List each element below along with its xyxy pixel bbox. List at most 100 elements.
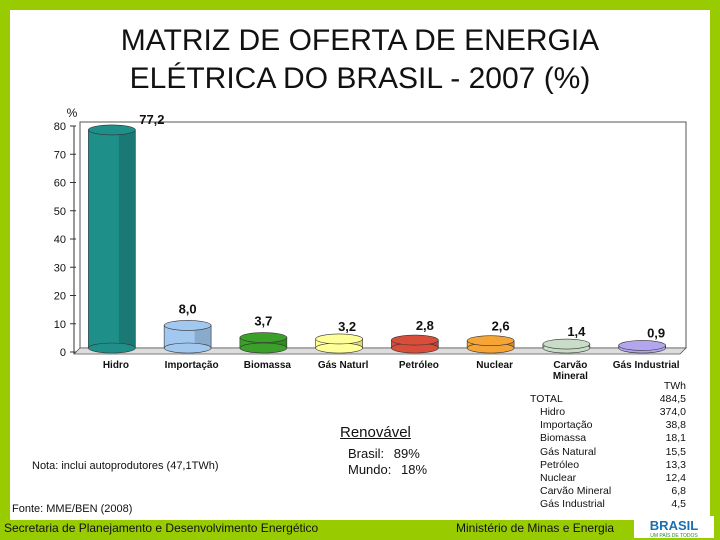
bar-value-label: 1,4 — [567, 324, 586, 339]
bar-top — [466, 335, 515, 346]
bar-shade — [346, 338, 363, 348]
bar-top — [163, 320, 212, 331]
twh-row-value: 12,4 — [665, 472, 686, 484]
bar-base — [88, 342, 136, 354]
bar — [315, 333, 363, 354]
bar-top — [315, 333, 363, 345]
twh-unit-row: TWh — [530, 380, 688, 393]
y-tick-label: 10 — [54, 319, 66, 331]
bar-value-label: 2,6 — [492, 319, 510, 334]
renovavel-value: 89% — [393, 446, 420, 461]
x-tick-label: Mineral — [553, 371, 588, 382]
twh-row-value: 374,0 — [659, 406, 686, 418]
twh-total-row: TOTAL 484,5 — [530, 393, 688, 406]
renovavel-row-mundo: Mundo: 18% — [348, 462, 427, 477]
y-axis-label: % — [67, 106, 78, 120]
footer-right: Ministério de Minas e Energia — [456, 521, 615, 535]
twh-unit: TWh — [663, 380, 686, 392]
bar-value-label: 0,9 — [647, 325, 665, 340]
bar-top — [391, 334, 439, 346]
bar — [466, 335, 515, 354]
bar — [391, 334, 439, 354]
x-tick-label: Gás Naturl — [318, 360, 369, 371]
y-tick-label: 20 — [54, 291, 66, 303]
bar-value-label: 8,0 — [179, 301, 197, 316]
twh-row-label: Importação — [540, 419, 593, 432]
twh-row-label: Gás Industrial — [540, 498, 605, 511]
twh-total-label: TOTAL — [530, 393, 563, 405]
y-tick-label: 30 — [54, 262, 66, 274]
twh-row-value: 6,8 — [671, 485, 686, 498]
x-tick-label: Carvão — [553, 360, 587, 371]
bar-shade — [270, 337, 287, 348]
twh-row-value: 38,8 — [665, 419, 686, 432]
energy-bar-chart: 0 10 20 30 40 50 60 70 80% 77,2 Hidro 8,0 Importação… — [54, 106, 687, 382]
title-line-2: ELÉTRICA DO BRASIL - 2007 (%) — [129, 62, 591, 95]
title-box: MATRIZ DE OFERTA DE ENERGIA ELÉTRICA DO … — [10, 10, 710, 102]
twh-row: Petróleo 13,3 — [530, 459, 688, 472]
bar-value-label: 2,8 — [416, 318, 434, 333]
note-text: inclui autoprodutores (47,1TWh) — [61, 460, 219, 472]
twh-row: Hidro 374,0 — [530, 406, 688, 419]
bar-value-label: 3,2 — [338, 319, 356, 334]
twh-row-label: Petróleo — [540, 458, 580, 471]
bar-shade — [194, 325, 212, 348]
note-label: Nota: — [32, 460, 59, 472]
bar-base — [239, 342, 288, 354]
twh-row-value: 18,1 — [665, 432, 686, 445]
twh-row-label: Carvão Mineral — [540, 485, 612, 498]
twh-table: TWh TOTAL 484,5 Hidro 374,0 Importação 38,8… — [530, 380, 688, 520]
y-tick-label: 70 — [54, 149, 66, 161]
bar-top — [88, 124, 136, 136]
renovavel-label: Mundo: — [348, 462, 392, 477]
bar-top — [618, 340, 666, 351]
twh-row-value: 4,5 — [671, 498, 686, 511]
twh-row-label: Biomassa — [540, 432, 587, 445]
twh-row-value: 15,5 — [665, 445, 686, 458]
twh-row: Gás Natural 15,5 — [530, 446, 688, 459]
y-tick-label: 40 — [54, 234, 66, 246]
y-tick-label: 0 — [60, 347, 66, 359]
x-tick-label: Petróleo — [399, 360, 439, 371]
bar-top — [239, 332, 288, 343]
x-tick-label: Hidro — [103, 360, 129, 371]
title-line-1: MATRIZ DE OFERTA DE ENERGIA — [120, 24, 600, 57]
bar-value-label: 77,2 — [139, 112, 164, 127]
bar-top — [542, 338, 591, 350]
x-tick-label: Nuclear — [476, 360, 513, 371]
twh-row-label: Nuclear — [540, 472, 577, 484]
footer-left: Secretaria de Planejamento e Desenvolvim… — [4, 521, 319, 535]
twh-row: Carvão Mineral 6,8 — [530, 485, 688, 498]
x-tick-label: Biomassa — [244, 360, 292, 371]
bar — [618, 340, 666, 354]
renovavel-title: Renovável — [340, 424, 411, 441]
svg-text:BRASIL: BRASIL — [650, 518, 698, 533]
twh-row: Importação 38,8 — [530, 419, 688, 432]
twh-row-label: Gás Natural — [540, 445, 597, 458]
twh-row-label: Hidro — [540, 406, 566, 418]
renovavel-value: 18% — [401, 462, 428, 477]
page-title: MATRIZ DE OFERTA DE ENERGIA ELÉTRICA DO … — [10, 22, 710, 98]
twh-row: Gás Industrial 4,5 — [530, 498, 688, 511]
bar-body — [88, 129, 136, 349]
note: Nota: inclui autoprodutores (47,1TWh) — [32, 460, 219, 472]
bar-base — [163, 342, 212, 354]
bar — [239, 332, 288, 354]
bar — [163, 320, 212, 354]
plot-area — [79, 121, 687, 349]
twh-total-value: 484,5 — [659, 393, 686, 405]
x-tick-label: Gás Industrial — [613, 360, 680, 371]
twh-row: Biomassa 18,1 — [530, 432, 688, 445]
bar — [542, 338, 591, 354]
source-text: Fonte: MME/BEN (2008) — [12, 503, 133, 515]
renovavel-row-brasil: Brasil: 89% — [348, 446, 420, 461]
bar-base — [315, 342, 363, 354]
twh-row: Nuclear 12,4 — [530, 472, 688, 485]
svg-text:UM PAÍS DE TODOS: UM PAÍS DE TODOS — [650, 532, 698, 538]
footer-bar — [0, 520, 720, 540]
bar — [88, 124, 136, 354]
renovavel-label: Brasil: — [348, 446, 385, 461]
x-tick-label: Importação — [165, 360, 219, 371]
twh-row-value: 13,3 — [665, 458, 686, 471]
bar-value-label: 3,7 — [254, 314, 272, 329]
